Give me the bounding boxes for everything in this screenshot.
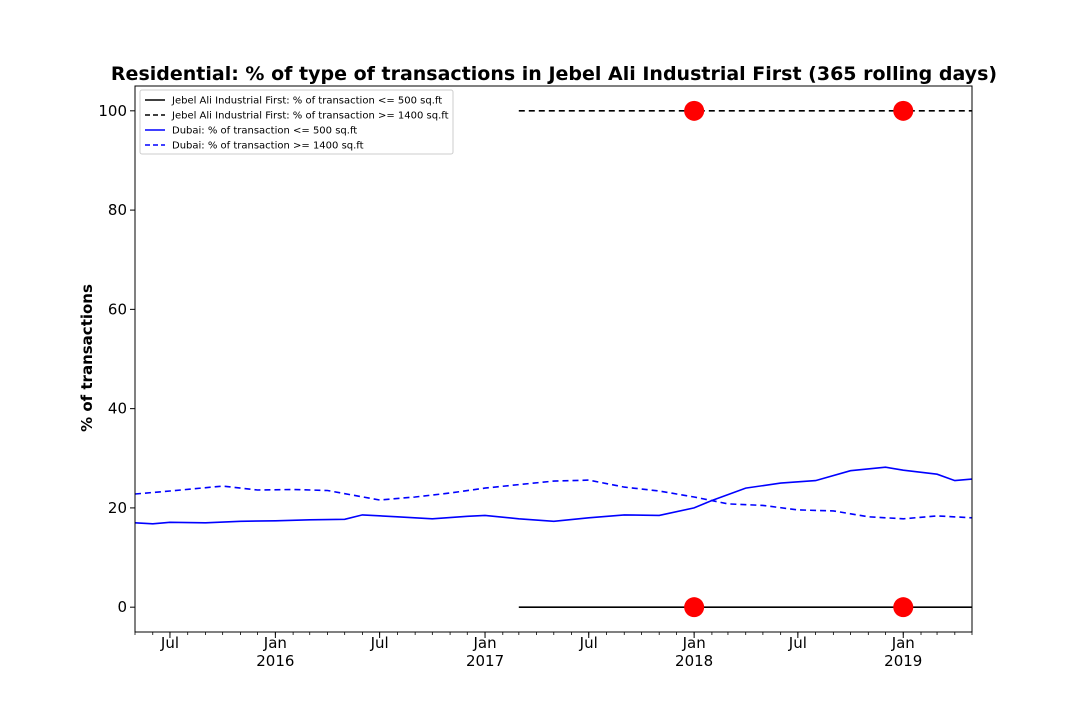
y-tick-label-60: 60 <box>108 300 127 318</box>
legend-label-3: Dubai: % of transaction >= 1400 sq.ft <box>172 141 364 152</box>
plot-area <box>134 100 973 618</box>
y-tick-label-0: 0 <box>117 598 127 616</box>
marker-2 <box>684 597 705 618</box>
legend-label-1: Jebel Ali Industrial First: % of transac… <box>171 111 449 122</box>
x-tick-label-5: Jan <box>682 634 706 652</box>
legend: Jebel Ali Industrial First: % of transac… <box>139 89 454 155</box>
x-tick-label-3: Jan <box>472 634 496 652</box>
marker-3 <box>893 597 914 618</box>
x-tick-label-7: Jan <box>891 634 915 652</box>
x-tick-label-2: Jul <box>370 634 389 652</box>
y-tick-label-100: 100 <box>98 102 127 120</box>
series-line-2 <box>134 466 973 525</box>
y-tick-label-40: 40 <box>108 400 127 418</box>
x-tick-label-1: Jan <box>263 634 287 652</box>
x-tick-year-5: 2018 <box>675 652 713 670</box>
y-tick-label-20: 20 <box>108 499 127 517</box>
legend-box <box>139 89 454 155</box>
x-tick-label-0: Jul <box>160 634 179 652</box>
x-tick-year-3: 2017 <box>466 652 504 670</box>
legend-label-0: Jebel Ali Industrial First: % of transac… <box>171 96 442 107</box>
x-tick-label-4: Jul <box>579 634 598 652</box>
plot-frame <box>134 85 973 633</box>
marker-0 <box>684 100 705 121</box>
marker-1 <box>893 100 914 121</box>
x-tick-label-6: Jul <box>788 634 807 652</box>
legend-label-2: Dubai: % of transaction <= 500 sq.ft <box>172 126 357 137</box>
y-axis-label: % of transactions <box>78 284 96 432</box>
y-tick-label-80: 80 <box>108 201 127 219</box>
x-tick-year-1: 2016 <box>256 652 294 670</box>
series-line-3 <box>134 479 973 520</box>
x-tick-year-7: 2019 <box>884 652 922 670</box>
chart-title: Residential: % of type of transactions i… <box>111 63 997 85</box>
